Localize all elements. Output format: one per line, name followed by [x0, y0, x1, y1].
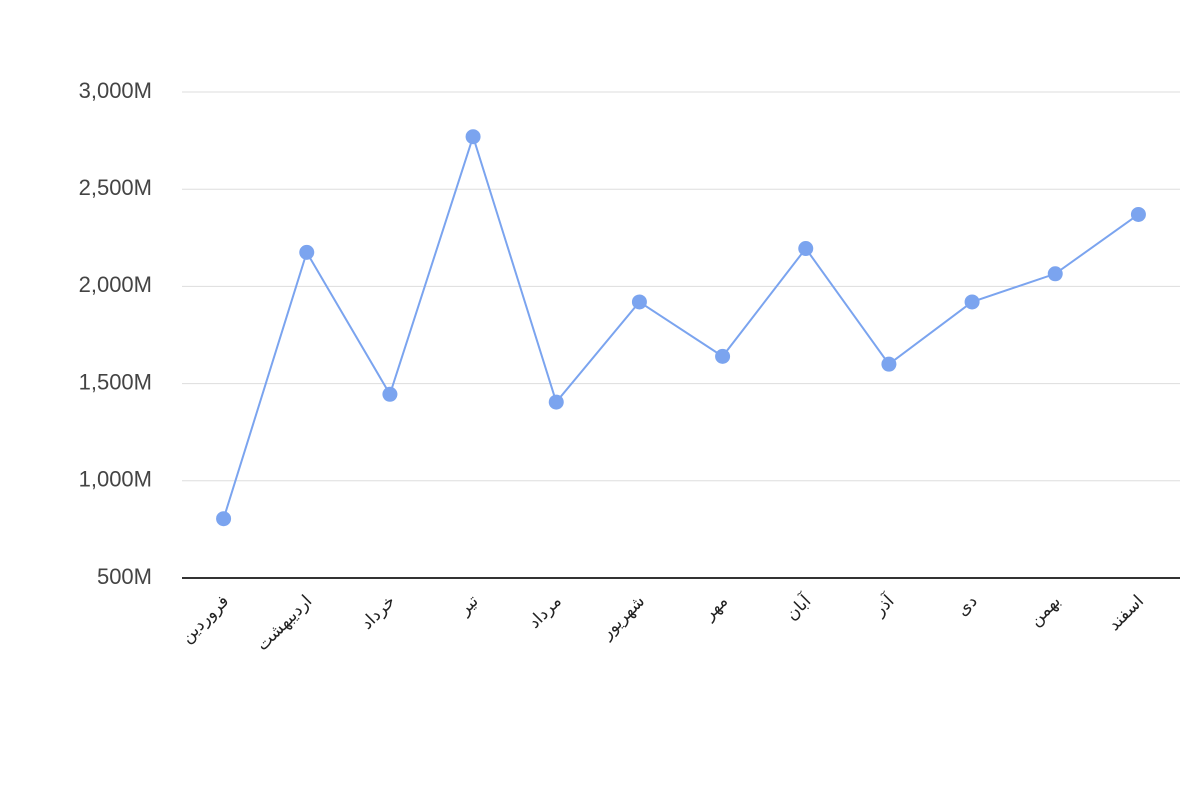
line [222, 133, 1139, 520]
point [964, 294, 980, 310]
point [631, 294, 647, 310]
point [798, 240, 814, 256]
y-tick-label: 2,000M [79, 272, 152, 297]
x-tick-label: اسفند [1104, 591, 1148, 635]
point [299, 244, 315, 260]
x-tick-label: دی [953, 591, 982, 620]
x-tick-label: آبان [781, 589, 817, 625]
point [881, 356, 897, 372]
point [1130, 206, 1146, 222]
x-tick-label: مرداد [525, 591, 566, 632]
x-tick-label: فروردین [177, 591, 233, 647]
x-tick-label: تیر [454, 591, 483, 620]
x-tick-label: شهریور [596, 591, 648, 643]
point [548, 394, 564, 410]
point [465, 129, 481, 145]
x-tick-label: خرداد [357, 591, 399, 633]
point [382, 386, 398, 402]
y-tick-label: 1,000M [79, 467, 152, 492]
y-tick-label: 2,500M [79, 175, 152, 200]
x-tick-label: اردیبهشت [253, 591, 317, 655]
x-tick-label: بهمن [1026, 591, 1065, 630]
x-tick-label: مهر [699, 591, 732, 624]
point [216, 511, 232, 527]
point [1047, 266, 1063, 282]
x-tick-label: آذر [868, 589, 900, 621]
y-tick-label: 1,500M [79, 369, 152, 394]
y-tick-label: 3,000M [79, 78, 152, 103]
point [715, 348, 731, 364]
y-tick-label: 500M [97, 564, 152, 589]
